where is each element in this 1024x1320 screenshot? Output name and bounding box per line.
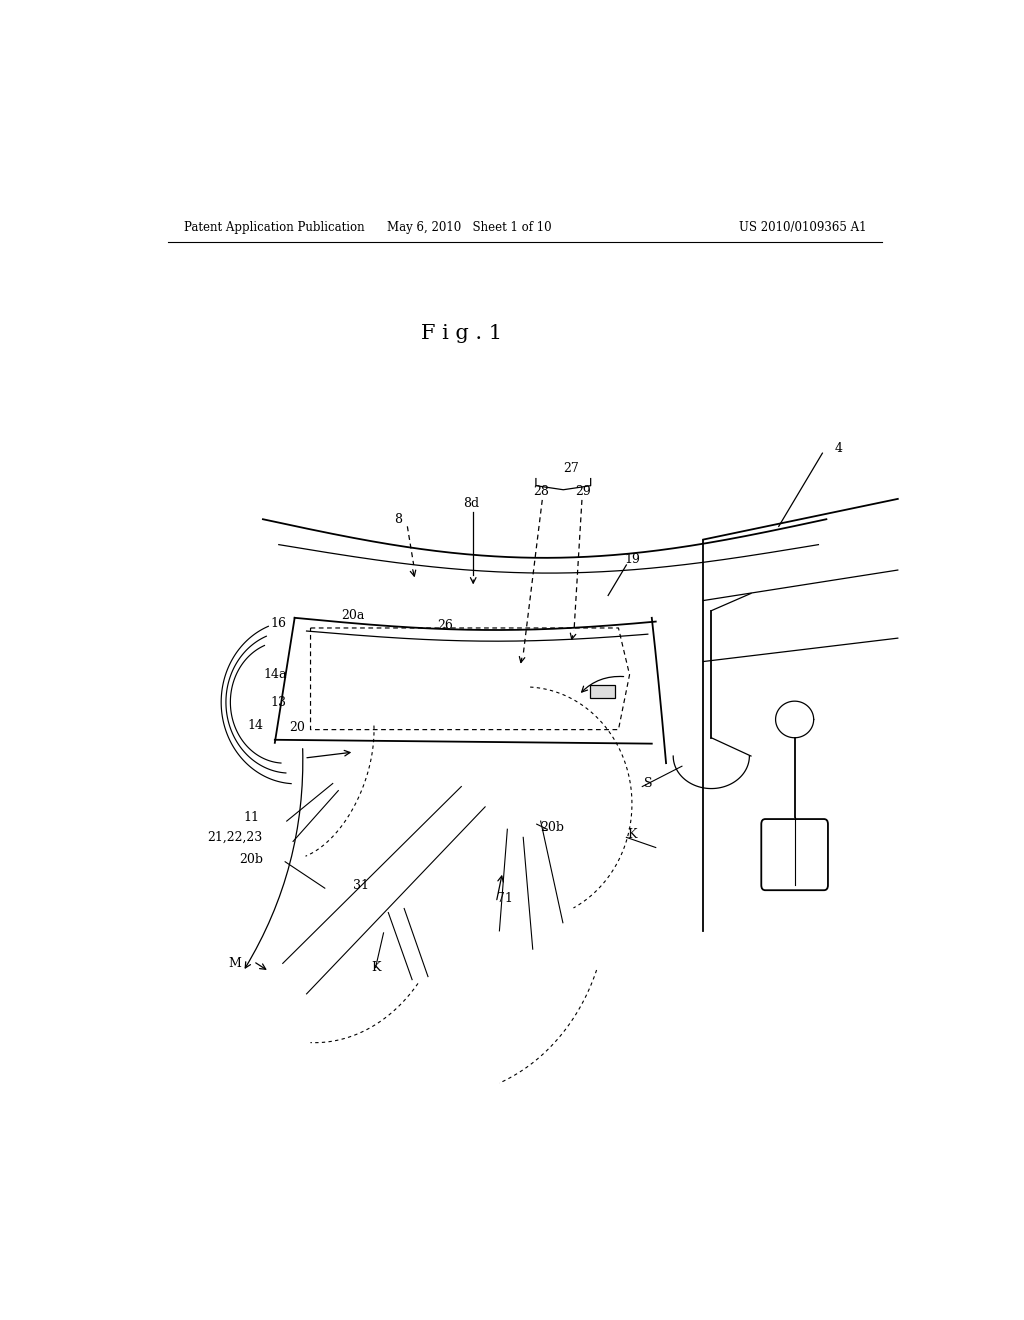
- Text: F i g . 1: F i g . 1: [421, 323, 502, 343]
- Text: K: K: [371, 961, 380, 974]
- Text: 20a: 20a: [341, 610, 365, 622]
- Text: 16: 16: [270, 618, 287, 631]
- Text: US 2010/0109365 A1: US 2010/0109365 A1: [738, 220, 866, 234]
- Text: 20: 20: [289, 721, 305, 734]
- Text: Patent Application Publication: Patent Application Publication: [183, 220, 365, 234]
- Text: K: K: [627, 828, 637, 841]
- Text: May 6, 2010   Sheet 1 of 10: May 6, 2010 Sheet 1 of 10: [387, 220, 552, 234]
- Bar: [590, 685, 615, 698]
- Text: 4: 4: [835, 442, 843, 454]
- Text: 14a: 14a: [264, 668, 288, 681]
- Text: 71: 71: [497, 892, 513, 904]
- Text: S: S: [643, 777, 652, 789]
- Text: 27: 27: [563, 462, 579, 475]
- Text: 20b: 20b: [541, 821, 564, 834]
- Text: 29: 29: [574, 486, 591, 498]
- Text: 13: 13: [270, 696, 287, 709]
- FancyBboxPatch shape: [761, 818, 828, 890]
- Text: 31: 31: [352, 879, 369, 891]
- Text: 26: 26: [437, 619, 454, 632]
- Text: 11: 11: [243, 810, 259, 824]
- Text: 21,22,23: 21,22,23: [208, 830, 263, 843]
- Text: 28: 28: [532, 486, 549, 498]
- Text: 14: 14: [247, 719, 263, 733]
- Text: 19: 19: [624, 553, 640, 566]
- Text: 20b: 20b: [239, 853, 263, 866]
- Text: 8d: 8d: [463, 498, 479, 511]
- Text: M: M: [228, 957, 242, 970]
- Text: 8: 8: [394, 512, 401, 525]
